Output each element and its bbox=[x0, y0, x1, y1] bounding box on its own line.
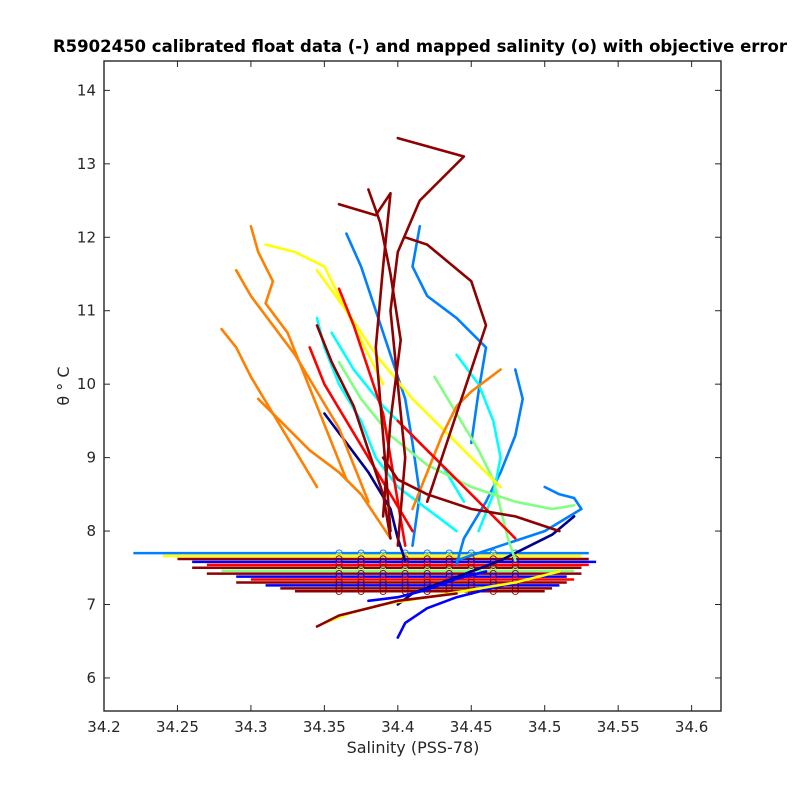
x-tick-label: 34.3 bbox=[234, 718, 267, 736]
plot-frame bbox=[103, 60, 722, 712]
profile-line-15 bbox=[264, 243, 385, 386]
x-axis-label: Salinity (PSS-78) bbox=[347, 738, 480, 757]
profile-line-16 bbox=[249, 225, 348, 481]
x-tick-label: 34.6 bbox=[675, 718, 708, 736]
profile-line-14 bbox=[315, 268, 502, 489]
y-tick-label: 8 bbox=[86, 522, 96, 540]
y-tick-label: 9 bbox=[86, 449, 96, 467]
y-tick-label: 7 bbox=[86, 596, 96, 614]
x-tick-label: 34.35 bbox=[303, 718, 346, 736]
profile-line-29 bbox=[315, 324, 392, 540]
profile-line-25 bbox=[337, 191, 392, 533]
x-tick-label: 34.2 bbox=[87, 718, 120, 736]
profile-line-22 bbox=[308, 346, 414, 533]
profile-line-20 bbox=[411, 368, 502, 511]
profile-line-27 bbox=[403, 236, 488, 504]
x-tick-label: 34.25 bbox=[156, 718, 199, 736]
mapped-marker bbox=[357, 587, 365, 595]
profile-line-9 bbox=[455, 353, 502, 533]
profile-line-4 bbox=[455, 368, 525, 566]
x-axis: 34.2 34.25 34.3 34.35 34.4 34.45 34.5 34.55 34.6 bbox=[87, 61, 708, 736]
float-profiles-layer bbox=[220, 136, 583, 639]
y-tick-label: 13 bbox=[77, 155, 96, 173]
profile-line-19 bbox=[220, 327, 319, 489]
profile-line-12 bbox=[337, 360, 576, 511]
profile-line-7 bbox=[411, 225, 488, 445]
profile-line-23 bbox=[396, 419, 517, 540]
y-axis-label: θ ° C bbox=[54, 366, 73, 405]
y-tick-label: 6 bbox=[86, 669, 96, 687]
x-tick-label: 34.4 bbox=[381, 718, 414, 736]
y-tick-label: 14 bbox=[77, 81, 96, 99]
profile-line-30 bbox=[315, 592, 458, 628]
profile-line-17 bbox=[234, 268, 370, 504]
profile-line-21 bbox=[337, 287, 407, 548]
y-tick-label: 12 bbox=[77, 228, 96, 246]
x-tick-label: 34.45 bbox=[450, 718, 493, 736]
chart-title: R5902450 calibrated float data (-) and m… bbox=[53, 37, 788, 56]
profile-line-2 bbox=[396, 581, 517, 639]
mapped-marker bbox=[335, 587, 343, 595]
x-tick-label: 34.5 bbox=[528, 718, 561, 736]
x-tick-label: 34.55 bbox=[597, 718, 640, 736]
y-tick-label: 10 bbox=[77, 375, 96, 393]
profile-line-28 bbox=[381, 456, 561, 533]
profile-line-8 bbox=[315, 316, 458, 533]
profile-line-24 bbox=[389, 136, 466, 548]
y-axis: 6 7 8 9 10 11 12 13 14 bbox=[77, 81, 721, 687]
profile-line-26 bbox=[367, 188, 403, 518]
y-tick-label: 11 bbox=[77, 302, 96, 320]
profile-line-3 bbox=[367, 570, 488, 603]
profile-line-18 bbox=[256, 397, 392, 540]
mapped-marker bbox=[379, 587, 387, 595]
mapped-marker bbox=[511, 587, 519, 595]
plot-area bbox=[133, 136, 597, 639]
profile-line-5 bbox=[455, 485, 583, 562]
